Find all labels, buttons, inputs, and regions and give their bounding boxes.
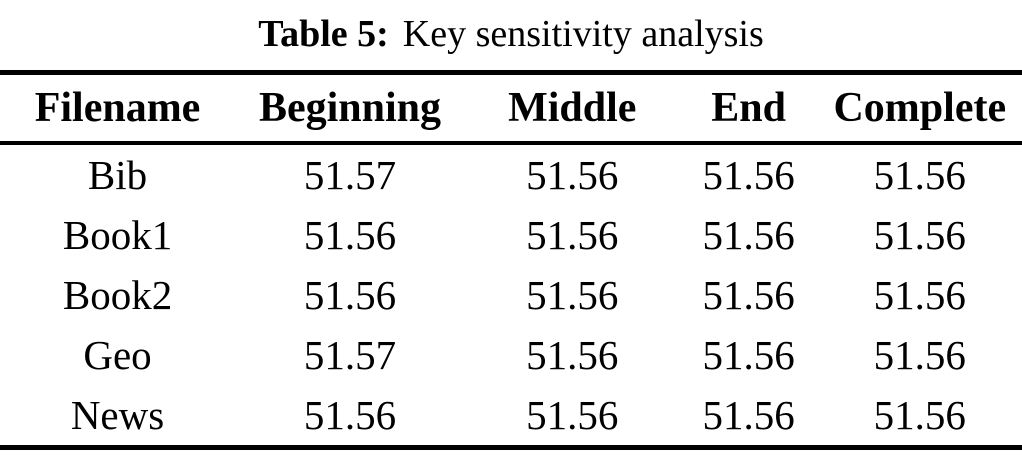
value-cell: 51.56	[702, 272, 795, 318]
value-cell: 51.56	[873, 332, 966, 378]
table-caption: Table 5: Key sensitivity analysis	[0, 0, 1022, 66]
value-cell: 51.56	[526, 212, 619, 258]
table-row: Book2 51.56 51.56 51.56 51.56	[0, 265, 1022, 325]
value-cell: 51.56	[873, 392, 966, 438]
value-cell: 51.56	[303, 212, 397, 258]
value-cell: 51.56	[702, 392, 795, 438]
value-cell: 51.57	[303, 152, 397, 198]
value-cell: 51.56	[873, 152, 966, 198]
value-cell: 51.56	[702, 212, 795, 258]
value-cell: 51.56	[303, 272, 397, 318]
filename-cell: Bib	[87, 152, 148, 198]
value-cell: 51.56	[873, 272, 966, 318]
caption-title: Key sensitivity analysis	[402, 13, 764, 55]
column-header-beginning: Beginning	[258, 85, 442, 131]
filename-cell: Geo	[83, 332, 152, 378]
table-body: Bib 51.57 51.56 51.56 51.56 Book1 51.56 …	[0, 143, 1022, 448]
value-cell: 51.56	[526, 392, 619, 438]
value-cell: 51.56	[702, 152, 795, 198]
filename-cell: News	[70, 392, 165, 438]
value-cell: 51.56	[303, 392, 397, 438]
value-cell: 51.56	[526, 332, 619, 378]
value-cell: 51.56	[873, 212, 966, 258]
sensitivity-table: Filename Beginning Middle End Complete B…	[0, 70, 1022, 450]
filename-cell: Book1	[62, 212, 173, 258]
column-header-complete: Complete	[833, 85, 1007, 131]
column-header-middle: Middle	[508, 85, 637, 131]
value-cell: 51.57	[303, 332, 397, 378]
table-header: Filename Beginning Middle End Complete	[0, 73, 1022, 143]
column-header-filename: Filename	[34, 85, 201, 131]
table-row: Bib 51.57 51.56 51.56 51.56	[0, 143, 1022, 205]
value-cell: 51.56	[526, 272, 619, 318]
table-row: News 51.56 51.56 51.56 51.56	[0, 385, 1022, 448]
column-header-end: End	[711, 85, 786, 131]
value-cell: 51.56	[702, 332, 795, 378]
value-cell: 51.56	[526, 152, 619, 198]
caption-label: Table 5:	[258, 13, 389, 55]
header-row: Filename Beginning Middle End Complete	[0, 73, 1022, 143]
filename-cell: Book2	[62, 272, 173, 318]
table-row: Geo 51.57 51.56 51.56 51.56	[0, 325, 1022, 385]
table-row: Book1 51.56 51.56 51.56 51.56	[0, 205, 1022, 265]
